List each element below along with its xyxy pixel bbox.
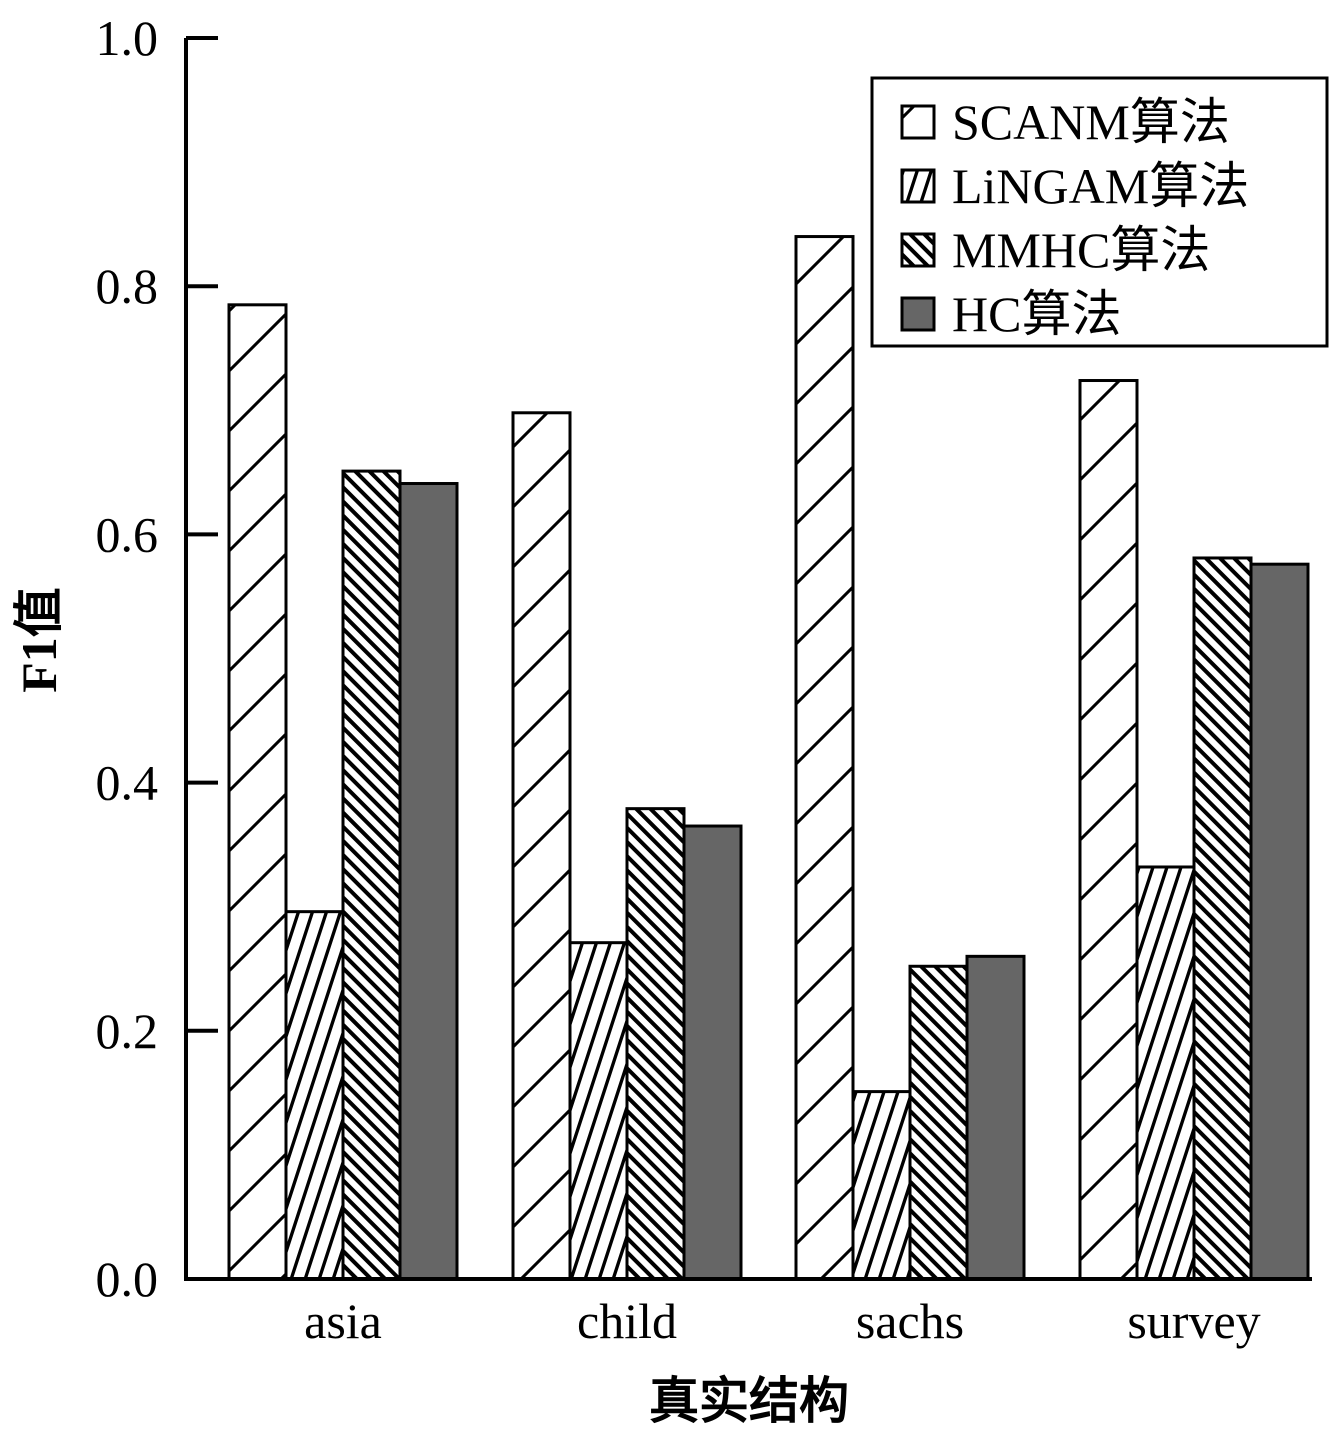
y-axis-ticks: 0.0 0.2 0.4 0.6 0.8 1.0 xyxy=(96,10,218,1307)
y-tick-label: 0.6 xyxy=(96,506,159,562)
legend-label: MMHC算法 xyxy=(952,222,1210,278)
legend-swatch xyxy=(900,232,936,268)
bar-survey-3 xyxy=(1249,562,1310,1281)
x-tick-label: asia xyxy=(304,1293,382,1349)
x-axis-title: 真实结构 xyxy=(649,1373,849,1429)
legend-label: SCANM算法 xyxy=(952,94,1230,150)
legend-box xyxy=(870,76,1329,348)
y-tick-label: 0.2 xyxy=(96,1003,159,1059)
plot-area xyxy=(227,235,1310,1281)
bar-asia-2 xyxy=(341,469,402,1281)
y-tick-label: 0.8 xyxy=(96,258,159,314)
x-tick-label: child xyxy=(577,1293,677,1349)
bar-child-2 xyxy=(625,807,686,1281)
legend-swatch xyxy=(900,296,936,332)
y-tick-label: 0.4 xyxy=(96,755,159,811)
bar-survey-0 xyxy=(1078,379,1139,1281)
bar-child-1 xyxy=(568,941,629,1281)
y-axis-title: F1值 xyxy=(11,587,67,693)
bar-child-3 xyxy=(682,824,743,1281)
bar-survey-2 xyxy=(1192,556,1253,1281)
legend-label: HC算法 xyxy=(952,286,1121,342)
x-tick-label: survey xyxy=(1127,1293,1260,1349)
bar-child-0 xyxy=(511,411,572,1281)
x-axis-tick-labels: asia child sachs survey xyxy=(304,1293,1261,1349)
x-tick-label: sachs xyxy=(856,1293,964,1349)
legend-swatch xyxy=(900,168,936,204)
bar-asia-3 xyxy=(398,482,459,1281)
bar-asia-0 xyxy=(227,303,288,1281)
bar-sachs-2 xyxy=(908,964,969,1281)
bar-survey-1 xyxy=(1135,865,1196,1281)
bar-sachs-3 xyxy=(965,954,1026,1281)
bar-asia-1 xyxy=(284,910,345,1281)
legend: SCANM算法 LiNGAM算法 MMHC算法 HC算法 xyxy=(870,76,1329,348)
legend-label: LiNGAM算法 xyxy=(952,158,1249,214)
bar-sachs-0 xyxy=(794,235,855,1281)
legend-swatch xyxy=(900,104,936,140)
y-tick-label: 0.0 xyxy=(96,1251,159,1307)
y-tick-label: 1.0 xyxy=(96,10,159,66)
bar-sachs-1 xyxy=(851,1090,912,1281)
